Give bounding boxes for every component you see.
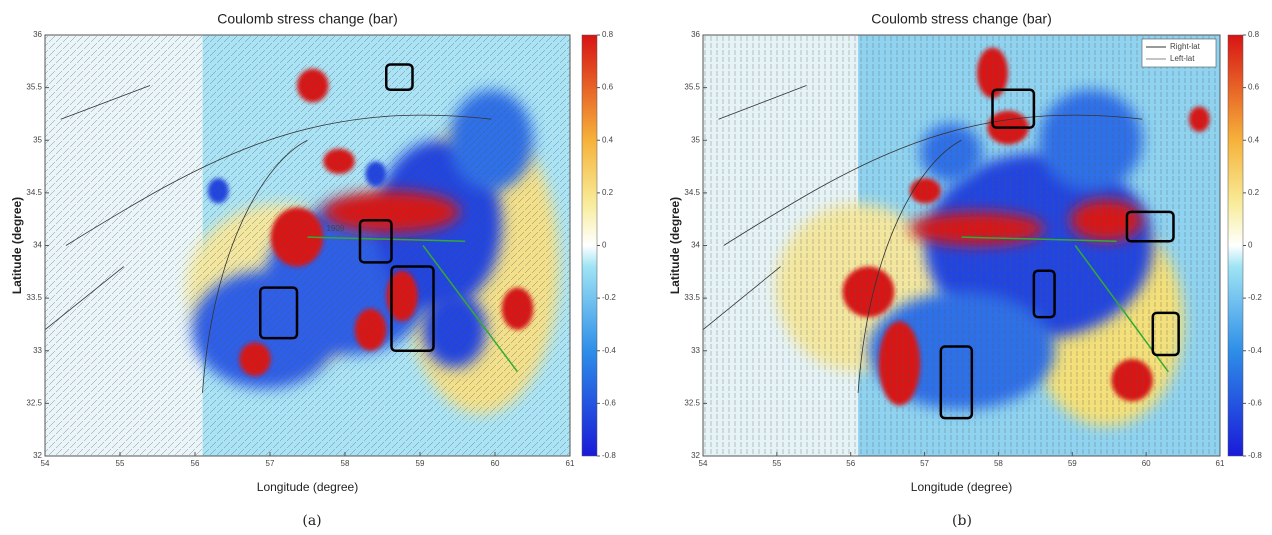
y-tick-label: 33.5 xyxy=(684,293,700,302)
colorbar-tick-label: 0.2 xyxy=(602,188,614,197)
colorbar-tick-label: -0.4 xyxy=(1248,346,1262,355)
y-tick-label: 34 xyxy=(691,241,700,250)
x-tick-label: 58 xyxy=(341,459,350,468)
colorbar xyxy=(1228,35,1243,456)
colorbar-tick-label: -0.8 xyxy=(602,451,616,460)
x-tick-label: 58 xyxy=(994,459,1003,468)
x-tick-label: 59 xyxy=(416,459,425,468)
colorbar-tick-label: 0.4 xyxy=(602,135,614,144)
colorbar-tick-label: 0.6 xyxy=(602,83,614,92)
x-tick-label: 54 xyxy=(41,459,50,468)
x-tick-label: 56 xyxy=(191,459,200,468)
y-tick-label: 32 xyxy=(691,451,700,460)
legend-label: Right-lat xyxy=(1170,42,1201,51)
colorbar-tick-label: -0.8 xyxy=(1248,451,1262,460)
y-tick-label: 35 xyxy=(691,135,700,144)
y-tick-label: 35.5 xyxy=(26,83,42,92)
colorbar-tick-label: 0 xyxy=(1248,241,1253,250)
x-tick-label: 56 xyxy=(846,459,855,468)
x-tick-label: 57 xyxy=(920,459,929,468)
chart-title: Coulomb stress change (bar) xyxy=(871,11,1052,27)
y-tick-label: 32.5 xyxy=(26,398,42,407)
x-axis-label: Longitude (degree) xyxy=(911,480,1012,494)
colorbar-tick-label: -0.4 xyxy=(602,346,616,355)
y-tick-label: 34 xyxy=(33,241,42,250)
colorbar-tick-label: 0.4 xyxy=(1248,135,1260,144)
panel: 54 55 56 57 58 59 60 61 32 32.5 33 33.5 34 34.5 35 35.5… xyxy=(668,11,1262,529)
y-axis-label: Latitude (degree) xyxy=(668,197,682,294)
colorbar-tick-label: -0.6 xyxy=(1248,398,1262,407)
figure: 54 55 56 57 58 59 60 61 32 32.5 33 33.5 34 34.5 35 35.5… xyxy=(0,0,1272,535)
annotation: 1909 xyxy=(326,224,344,233)
caption: (b) xyxy=(952,513,972,529)
x-tick-label: 54 xyxy=(699,459,708,468)
panel: 54 55 56 57 58 59 60 61 32 32.5 33 33.5 34 34.5 35 35.5… xyxy=(10,11,616,529)
x-tick-label: 55 xyxy=(772,459,781,468)
y-tick-label: 36 xyxy=(691,30,700,39)
x-tick-label: 57 xyxy=(266,459,275,468)
colorbar-tick-label: -0.2 xyxy=(1248,293,1262,302)
y-tick-label: 33 xyxy=(33,346,42,355)
arrow-field xyxy=(703,35,1220,456)
colorbar-tick-label: 0.6 xyxy=(1248,83,1260,92)
chart-title: Coulomb stress change (bar) xyxy=(217,11,398,27)
x-tick-label: 61 xyxy=(566,459,575,468)
x-axis-label: Longitude (degree) xyxy=(257,480,358,494)
colorbar-tick-label: 0.8 xyxy=(1248,30,1260,39)
colorbar-tick-label: 0.2 xyxy=(1248,188,1260,197)
colorbar-tick-label: 0 xyxy=(602,241,607,250)
y-axis-label: Latitude (degree) xyxy=(10,197,24,294)
y-tick-label: 36 xyxy=(33,30,42,39)
legend-label: Left-lat xyxy=(1170,54,1195,63)
colorbar-tick-label: 0.8 xyxy=(602,30,614,39)
x-tick-label: 61 xyxy=(1216,459,1225,468)
y-tick-label: 33 xyxy=(691,346,700,355)
x-tick-label: 59 xyxy=(1068,459,1077,468)
y-tick-label: 35 xyxy=(33,135,42,144)
y-tick-label: 34.5 xyxy=(684,188,700,197)
colorbar-tick-label: -0.2 xyxy=(602,293,616,302)
colorbar xyxy=(582,35,597,456)
y-tick-label: 34.5 xyxy=(26,188,42,197)
x-tick-label: 60 xyxy=(1142,459,1151,468)
caption: (a) xyxy=(302,513,321,529)
y-tick-label: 32 xyxy=(33,451,42,460)
y-tick-label: 35.5 xyxy=(684,83,700,92)
arrow-field xyxy=(45,35,570,456)
y-tick-label: 33.5 xyxy=(26,293,42,302)
x-tick-label: 60 xyxy=(491,459,500,468)
x-tick-label: 55 xyxy=(116,459,125,468)
colorbar-tick-label: -0.6 xyxy=(602,398,616,407)
y-tick-label: 32.5 xyxy=(684,398,700,407)
